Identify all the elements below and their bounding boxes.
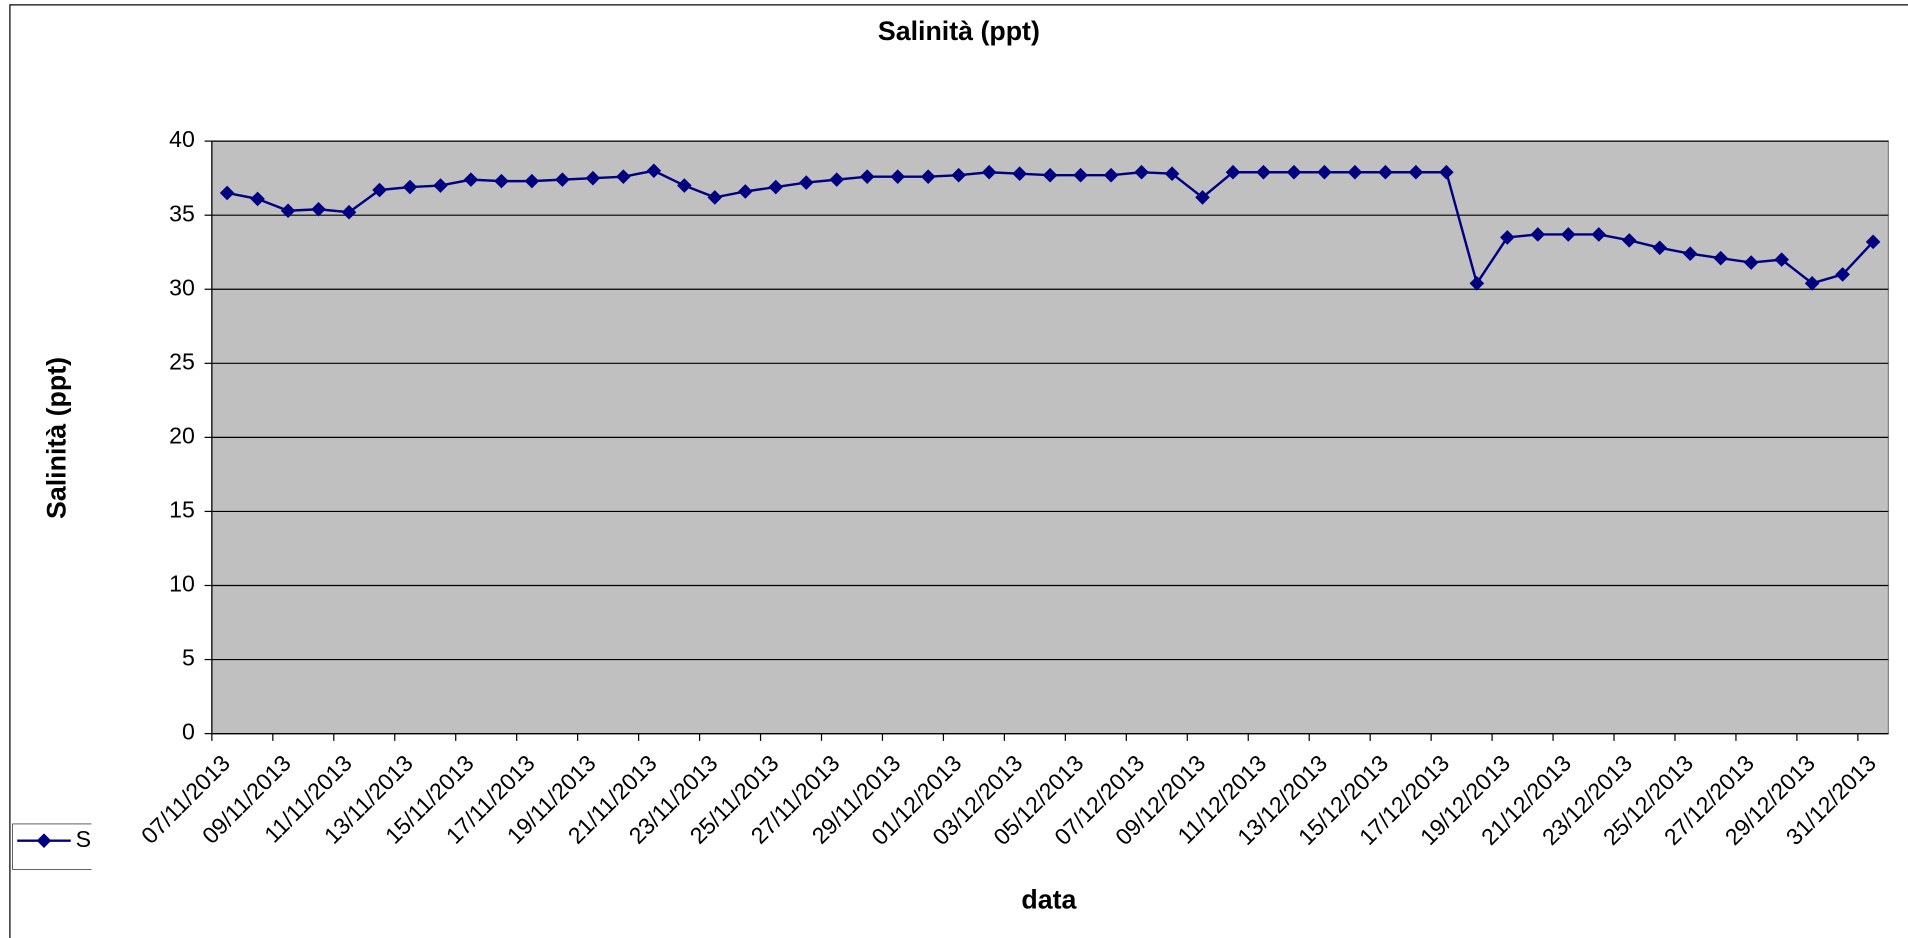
- marker: [1408, 164, 1424, 180]
- marker: [1103, 167, 1119, 183]
- marker: [1195, 190, 1210, 205]
- marker: [1835, 267, 1850, 282]
- marker: [1652, 240, 1668, 256]
- marker: [920, 169, 936, 184]
- x-axis-label: data: [1021, 885, 1077, 915]
- marker: [250, 191, 265, 207]
- legend: S: [12, 823, 92, 870]
- marker: [768, 179, 784, 195]
- marker: [402, 179, 418, 195]
- marker: [555, 172, 570, 187]
- marker: [1317, 164, 1332, 180]
- marker: [1134, 164, 1149, 180]
- marker: [859, 169, 875, 184]
- marker: [1347, 164, 1363, 180]
- marker: [1225, 164, 1241, 180]
- marker: [280, 203, 296, 219]
- marker: [951, 167, 966, 183]
- marker: [1500, 230, 1515, 245]
- y-tick-label: 40: [169, 126, 195, 152]
- marker: [1042, 167, 1058, 183]
- y-tick-label: 5: [182, 645, 195, 671]
- marker: [463, 172, 479, 187]
- marker: [311, 201, 326, 217]
- legend-label: S: [76, 826, 91, 852]
- y-tick-label: 35: [169, 200, 195, 226]
- legend-marker: [36, 833, 52, 848]
- marker: [372, 182, 387, 198]
- marker: [1439, 164, 1454, 180]
- marker: [1682, 246, 1698, 261]
- marker: [1530, 227, 1546, 242]
- marker: [1560, 227, 1576, 242]
- marker: [494, 173, 509, 189]
- y-tick-label: 25: [169, 348, 195, 374]
- marker: [677, 178, 692, 193]
- y-tick-label: 0: [182, 719, 195, 745]
- y-tick-label: 30: [169, 274, 195, 300]
- y-tick-label: 10: [169, 571, 195, 597]
- marker: [1286, 164, 1302, 180]
- marker: [1621, 233, 1637, 248]
- legend-box: [12, 823, 92, 870]
- marker: [1469, 276, 1485, 291]
- marker: [341, 204, 357, 220]
- marker: [829, 172, 845, 187]
- marker: [1865, 234, 1881, 250]
- marker: [219, 185, 235, 201]
- y-tick-label: 20: [169, 422, 195, 448]
- marker: [433, 178, 448, 193]
- marker: [1012, 166, 1027, 182]
- marker: [1256, 164, 1271, 180]
- marker: [585, 170, 601, 186]
- y-axis-label: Salinità (ppt): [42, 357, 72, 519]
- chart-title: Salinità (ppt): [878, 16, 1040, 46]
- marker: [737, 184, 753, 199]
- y-tick-label: 15: [169, 497, 195, 523]
- marker: [646, 163, 662, 179]
- marker: [524, 173, 540, 189]
- marker: [1378, 164, 1393, 180]
- marker: [1804, 276, 1820, 291]
- marker: [1743, 255, 1759, 270]
